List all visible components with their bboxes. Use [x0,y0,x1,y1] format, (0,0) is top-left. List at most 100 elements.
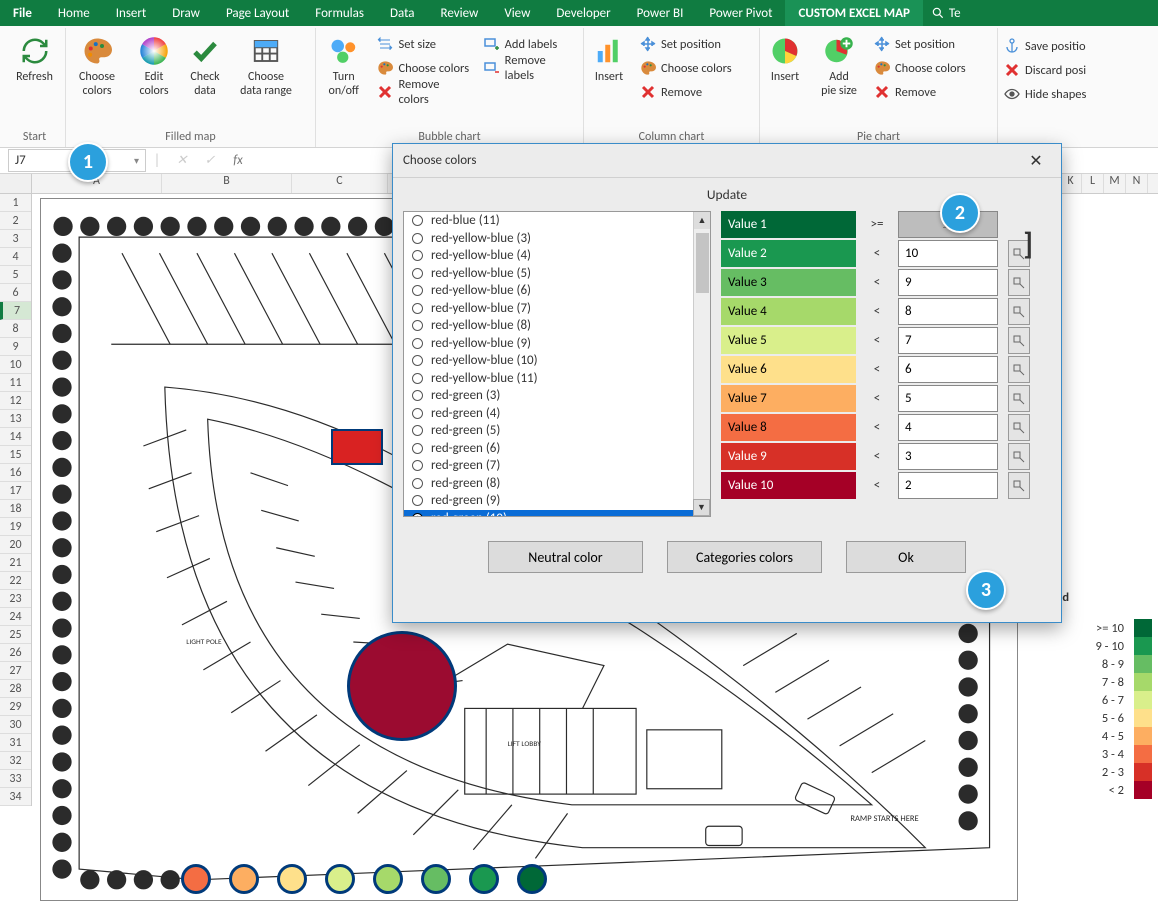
row-header[interactable]: 33 [0,770,31,788]
row-header[interactable]: 31 [0,734,31,752]
column-header[interactable]: B [162,174,292,193]
row-header[interactable]: 17 [0,482,31,500]
tab-developer[interactable]: Developer [543,0,623,26]
row-header[interactable]: 15 [0,446,31,464]
ok-button[interactable]: Ok [846,541,966,573]
row-header[interactable]: 19 [0,518,31,536]
threshold-input[interactable] [898,356,998,383]
range-picker-button[interactable] [1008,269,1030,296]
column-header[interactable]: L [1082,174,1104,193]
edit-colors-button[interactable]: Edit colors [128,30,180,103]
threshold-input[interactable] [898,472,998,499]
tab-page-layout[interactable]: Page Layout [213,0,302,26]
add-pie-size-button[interactable]: Add pie size [810,30,868,103]
add-labels-button[interactable]: Add labels [484,34,577,54]
row-header[interactable]: 34 [0,788,31,806]
range-picker-button[interactable] [1008,356,1030,383]
row-header[interactable]: 9 [0,338,31,356]
palette-option[interactable]: red-yellow-blue (3) [404,230,710,248]
remove-2-button[interactable]: Remove [874,82,966,102]
remove-colors-button[interactable]: Remove colors [377,82,471,102]
bubble-swatch[interactable] [469,864,499,894]
range-picker-button[interactable] [1008,298,1030,325]
choose-colors-2-button[interactable]: Choose colors [377,58,471,78]
cancel-formula-button[interactable]: ✕ [170,153,194,168]
palette-option[interactable]: red-green (8) [404,475,710,493]
row-header[interactable]: 12 [0,392,31,410]
palette-option[interactable]: red-green (7) [404,457,710,475]
tab-insert[interactable]: Insert [103,0,160,26]
row-header[interactable]: 32 [0,752,31,770]
choose-colors-button[interactable]: Choose colors [66,30,128,103]
bubble-swatch[interactable] [325,864,355,894]
tab-power-pivot[interactable]: Power Pivot [696,0,785,26]
insert-pie-button[interactable]: Insert [760,30,810,88]
threshold-input[interactable] [898,298,998,325]
enter-formula-button[interactable]: ✓ [198,153,222,168]
range-picker-button[interactable] [1008,443,1030,470]
row-header[interactable]: 24 [0,608,31,626]
row-header[interactable]: 29 [0,698,31,716]
choose-colors-3-button[interactable]: Choose colors [640,58,732,78]
palette-listbox[interactable]: red-blue (11)red-yellow-blue (3)red-yell… [403,211,711,517]
range-picker-button[interactable] [1008,327,1030,354]
bubble-swatch[interactable] [181,864,211,894]
turn-onoff-button[interactable]: Turn on/off [316,30,371,103]
threshold-input[interactable] [898,269,998,296]
range-picker-button[interactable] [1008,385,1030,412]
palette-option[interactable]: red-green (6) [404,440,710,458]
row-header[interactable]: 3 [0,230,31,248]
row-header[interactable]: 18 [0,500,31,518]
row-header[interactable]: 10 [0,356,31,374]
palette-scrollbar[interactable]: ▲ ▼ [693,212,710,516]
choose-colors-4-button[interactable]: Choose colors [874,58,966,78]
column-header[interactable]: C [292,174,388,193]
refresh-button[interactable]: Refresh [4,30,65,88]
row-header[interactable]: 6 [0,284,31,302]
scroll-up-button[interactable]: ▲ [694,212,710,229]
set-position-2-button[interactable]: Set position [874,34,966,54]
palette-option[interactable]: red-yellow-blue (10) [404,352,710,370]
threshold-input[interactable] [898,240,998,267]
neutral-color-button[interactable]: Neutral color [488,541,643,573]
row-header[interactable]: 16 [0,464,31,482]
remove-labels-button[interactable]: Remove labels [484,58,577,78]
scroll-thumb[interactable] [696,233,709,293]
row-header[interactable]: 4 [0,248,31,266]
row-header[interactable]: 13 [0,410,31,428]
hide-shapes-button[interactable]: Hide shapes [1004,84,1148,104]
row-header[interactable]: 2 [0,212,31,230]
bubble-swatch[interactable] [517,864,547,894]
palette-option[interactable]: red-yellow-blue (9) [404,335,710,353]
row-header[interactable]: 25 [0,626,31,644]
palette-option[interactable]: red-yellow-blue (8) [404,317,710,335]
bubble-swatch[interactable] [229,864,259,894]
dialog-close-button[interactable]: ✕ [1021,151,1051,171]
row-header[interactable]: 14 [0,428,31,446]
bubble-swatch[interactable] [373,864,403,894]
palette-option[interactable]: red-yellow-blue (4) [404,247,710,265]
palette-dropdown-button[interactable]: ▼ [693,499,710,516]
column-header[interactable]: K [1060,174,1082,193]
bubble-swatch[interactable] [277,864,307,894]
select-all-corner[interactable] [0,174,32,194]
tab-review[interactable]: Review [428,0,492,26]
row-header[interactable]: 30 [0,716,31,734]
threshold-input[interactable] [898,327,998,354]
tab-view[interactable]: View [491,0,543,26]
range-picker-button[interactable] [1008,414,1030,441]
palette-option[interactable]: red-yellow-blue (7) [404,300,710,318]
tab-data[interactable]: Data [377,0,428,26]
row-header[interactable]: 23 [0,590,31,608]
tab-draw[interactable]: Draw [159,0,213,26]
categories-colors-button[interactable]: Categories colors [667,541,822,573]
tab-formulas[interactable]: Formulas [302,0,377,26]
dialog-titlebar[interactable]: Choose colors ✕ [393,144,1061,178]
check-data-button[interactable]: Check data [180,30,230,103]
palette-option[interactable]: red-yellow-blue (5) [404,265,710,283]
row-header[interactable]: 21 [0,554,31,572]
row-header[interactable]: 8 [0,320,31,338]
palette-option[interactable]: red-blue (11) [404,212,710,230]
row-header[interactable]: 26 [0,644,31,662]
save-position-button[interactable]: Save positio [1004,36,1148,56]
